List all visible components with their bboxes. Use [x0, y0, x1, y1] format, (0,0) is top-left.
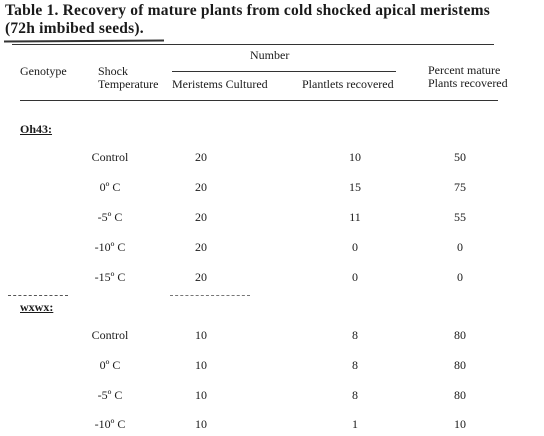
cell-percent: 0	[457, 270, 463, 284]
table-row: Control 20 10 50	[0, 150, 544, 166]
cell-temperature: Control	[91, 150, 129, 164]
cell-meristems: 10	[195, 358, 207, 372]
table-row: -5º C 20 11 55	[0, 210, 544, 226]
cell-percent: 0	[457, 240, 463, 254]
cell-temperature: -5º C	[97, 388, 123, 402]
table-title-continued: (72h imbibed seeds).	[5, 20, 144, 37]
table-row: -5º C 10 8 80	[0, 388, 544, 404]
cell-meristems: 10	[195, 417, 207, 431]
cell-percent: 80	[454, 358, 466, 372]
cell-temperature: 0º C	[99, 358, 121, 372]
cell-meristems: 10	[195, 388, 207, 402]
group-label-wxwx: wxwx:	[20, 300, 54, 314]
cell-plantlets: 0	[352, 240, 358, 254]
header-plants-recovered: Plants recovered	[428, 76, 508, 90]
table-row: -10º C 10 1 10	[0, 417, 544, 433]
header-number: Number	[250, 48, 290, 62]
cell-plantlets: 8	[352, 388, 358, 402]
cell-meristems: 20	[195, 180, 207, 194]
cell-plantlets: 15	[349, 180, 361, 194]
cell-plantlets: 11	[349, 210, 361, 224]
table-row: 0º C 20 15 75	[0, 180, 544, 196]
cell-meristems: 10	[195, 328, 207, 342]
number-span-rule	[172, 71, 396, 72]
cell-percent: 50	[454, 150, 466, 164]
cell-meristems: 20	[195, 150, 207, 164]
cell-percent: 55	[454, 210, 466, 224]
cell-meristems: 20	[195, 270, 207, 284]
group-label-oh43: Oh43:	[20, 122, 53, 136]
cell-temperature: -5º C	[97, 210, 123, 224]
header-percent-mature: Percent mature	[428, 63, 501, 77]
table-row: Control 10 8 80	[0, 328, 544, 344]
cell-temperature: -10º C	[94, 240, 126, 254]
header-plantlets-recovered: Plantlets recovered	[302, 77, 394, 91]
cell-percent: 75	[454, 180, 466, 194]
table-title: Table 1. Recovery of mature plants from …	[5, 2, 490, 19]
cell-plantlets: 8	[352, 358, 358, 372]
cell-temperature: Control	[91, 328, 129, 342]
group-separator-mid	[170, 295, 250, 296]
table-row: -10º C 20 0 0	[0, 240, 544, 256]
cell-plantlets: 1	[352, 417, 358, 431]
header-genotype: Genotype	[20, 64, 67, 78]
cell-temperature: -10º C	[94, 417, 126, 431]
cell-percent: 10	[454, 417, 466, 431]
cell-percent: 80	[454, 328, 466, 342]
cell-temperature: -15º C	[94, 270, 126, 284]
header-shock: Shock	[98, 64, 128, 78]
title-underline-rule	[3, 39, 165, 43]
header-bottom-rule	[20, 100, 498, 101]
table-row: -15º C 20 0 0	[0, 270, 544, 286]
cell-meristems: 20	[195, 210, 207, 224]
cell-plantlets: 10	[349, 150, 361, 164]
header-meristems-cultured: Meristems Cultured	[172, 77, 268, 91]
cell-plantlets: 0	[352, 270, 358, 284]
cell-temperature: 0º C	[99, 180, 121, 194]
header-top-rule	[12, 44, 494, 45]
cell-plantlets: 8	[352, 328, 358, 342]
cell-meristems: 20	[195, 240, 207, 254]
cell-percent: 80	[454, 388, 466, 402]
group-separator-left	[8, 295, 68, 296]
header-temperature: Temperature	[98, 77, 159, 91]
table-row: 0º C 10 8 80	[0, 358, 544, 374]
